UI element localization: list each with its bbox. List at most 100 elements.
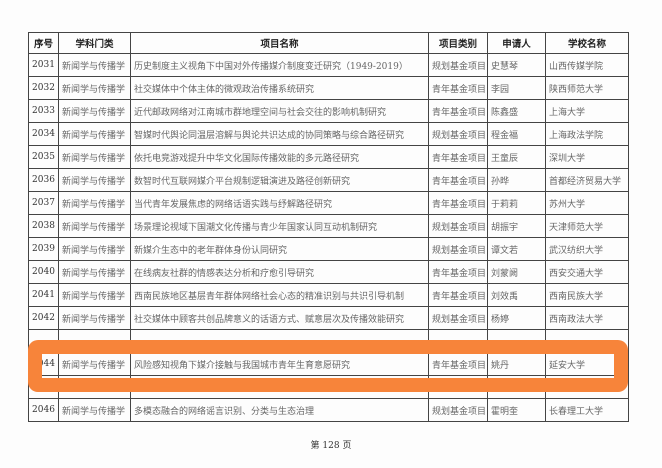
cell-applicant: 于莉莉	[487, 191, 546, 215]
cell-applicant: 程金福	[487, 122, 546, 146]
cell-project-type: 规划基金项目	[428, 53, 488, 77]
cell-discipline: 新闻学与传播学	[58, 53, 131, 77]
cell-project-name: 当代青年发展焦虑的网络话语实践与纾解路径研究	[130, 191, 429, 215]
cell-discipline: 新闻学与传播学	[58, 283, 131, 307]
header-project-name: 项目名称	[130, 32, 429, 54]
cell-applicant: 胡振宇	[487, 214, 546, 238]
header-project-type: 项目类别	[428, 32, 488, 54]
table-row: 2042 新闻学与传播学 社交媒体中顾客共创品牌意义的话语方式、赋意层次及传播效能研…	[28, 306, 629, 330]
cell-project-name: 近代邮政网络对江南城市群地理空间与社会交往的影响机制研究	[130, 99, 429, 123]
cell-project-type: 青年基金项目	[428, 352, 488, 376]
cell-project-type	[428, 375, 488, 399]
cell-project-name: 场景理论视域下国潮文化传播与青少年国家认同互动机制研究	[130, 214, 429, 238]
cell-serial-number: 2031	[28, 53, 59, 77]
cell-discipline: 新闻学与传播学	[58, 260, 131, 284]
cell-applicant: 刘蒙阙	[487, 260, 546, 284]
cell-project-type: 青年基金项目	[428, 99, 488, 123]
table-row: 2035 新闻学与传播学 依托电竞游戏提升中华文化国际传播效能的多元路径研究 青年基金…	[28, 145, 629, 169]
cell-serial-number: 2036	[28, 168, 59, 192]
cell-school-name: 上海政法学院	[545, 122, 629, 146]
table-row: 2036 新闻学与传播学 数智时代互联网媒介平台规制逻辑演进及路径创新研究 青年基金项…	[28, 168, 629, 192]
cell-school-name: 天津师范大学	[545, 214, 629, 238]
cell-serial-number: 2044	[28, 352, 59, 376]
cell-project-name: 社交媒体中个体主体的微观政治传播系统研究	[130, 76, 429, 100]
table-row: 2041 新闻学与传播学 西南民族地区基层青年群体网络社会心态的精准识别与共识引导机…	[28, 283, 629, 307]
cell-school-name: 陕西师范大学	[545, 76, 629, 100]
cell-discipline	[58, 375, 131, 399]
cell-applicant: 李园	[487, 76, 546, 100]
cell-applicant	[487, 329, 546, 353]
cell-school-name: 山西传媒学院	[545, 53, 629, 77]
cell-project-name: 在线病友社群的情感表达分析和疗愈引导研究	[130, 260, 429, 284]
cell-applicant: 孙晔	[487, 168, 546, 192]
cell-applicant: 霍明奎	[487, 398, 546, 422]
cell-school-name: 西南政法大学	[545, 306, 629, 330]
header-school-name: 学校名称	[545, 32, 629, 54]
cell-serial-number: 2038	[28, 214, 59, 238]
cell-serial-number: 2033	[28, 99, 59, 123]
cell-applicant: 史慧琴	[487, 53, 546, 77]
cell-project-type: 规划基金项目	[428, 122, 488, 146]
cell-project-name: 多模态融合的网络谣言识别、分类与生态治理	[130, 398, 429, 422]
cell-serial-number	[28, 375, 59, 399]
cell-school-name: 西南民族大学	[545, 283, 629, 307]
cell-school-name: 武汉纺织大学	[545, 237, 629, 261]
cell-project-type: 青年基金项目	[428, 145, 488, 169]
cell-applicant: 谭文若	[487, 237, 546, 261]
cell-serial-number: 2032	[28, 76, 59, 100]
cell-discipline: 新闻学与传播学	[58, 168, 131, 192]
cell-discipline: 新闻学与传播学	[58, 76, 131, 100]
cell-project-name: 历史制度主义视角下中国对外传播媒介制度变迁研究（1949-2019）	[130, 53, 429, 77]
cell-project-type	[428, 329, 488, 353]
table-row: 2046 新闻学与传播学 多模态融合的网络谣言识别、分类与生态治理 规划基金项目 霍明奎…	[28, 398, 629, 422]
table-row: 2034 新闻学与传播学 智媒时代舆论同温层溶解与舆论共识达成的协同策略与综合路径研…	[28, 122, 629, 146]
cell-applicant: 王童辰	[487, 145, 546, 169]
cell-serial-number	[28, 329, 59, 353]
cell-discipline: 新闻学与传播学	[58, 122, 131, 146]
cell-serial-number: 2041	[28, 283, 59, 307]
cell-project-type: 规划基金项目	[428, 398, 488, 422]
cell-project-name: 智媒时代舆论同温层溶解与舆论共识达成的协同策略与综合路径研究	[130, 122, 429, 146]
cell-project-type: 青年基金项目	[428, 191, 488, 215]
header-discipline: 学科门类	[58, 32, 131, 54]
cell-serial-number: 2046	[28, 398, 59, 422]
cell-school-name: 深圳大学	[545, 145, 629, 169]
cell-project-type: 青年基金项目	[428, 76, 488, 100]
cell-applicant: 刘效禹	[487, 283, 546, 307]
cell-applicant: 姚丹	[487, 352, 546, 376]
cell-project-type: 规划基金项目	[428, 237, 488, 261]
table-row: 2044 新闻学与传播学 风险感知视角下媒介接触与我国城市青年生育意愿研究 青年基金项…	[28, 352, 629, 376]
cell-discipline: 新闻学与传播学	[58, 237, 131, 261]
cell-discipline: 新闻学与传播学	[58, 306, 131, 330]
cell-discipline	[58, 329, 131, 353]
cell-school-name: 苏州大学	[545, 191, 629, 215]
cell-school-name: 上海大学	[545, 99, 629, 123]
cell-discipline: 新闻学与传播学	[58, 214, 131, 238]
cell-school-name	[545, 375, 629, 399]
cell-project-name: 数智时代互联网媒介平台规制逻辑演进及路径创新研究	[130, 168, 429, 192]
table-row: 2039 新闻学与传播学 新媒介生态中的老年群体身份认同研究 规划基金项目 谭文若 武汉纺…	[28, 237, 629, 261]
table-row: 2037 新闻学与传播学 当代青年发展焦虑的网络话语实践与纾解路径研究 青年基金项目于…	[28, 191, 629, 215]
cell-project-name: 西南民族地区基层青年群体网络社会心态的精准识别与共识引导机制	[130, 283, 429, 307]
cell-project-name	[130, 375, 429, 399]
page-number: 第 128 页	[310, 441, 352, 451]
cell-project-name: 社交媒体中顾客共创品牌意义的话语方式、赋意层次及传播效能研究	[130, 306, 429, 330]
cell-project-type: 规划基金项目	[428, 306, 488, 330]
table-row: 2033 新闻学与传播学 近代邮政网络对江南城市群地理空间与社会交往的影响机制研究青…	[28, 99, 629, 123]
cell-project-type: 青年基金项目	[428, 260, 488, 284]
table-row: 2032 新闻学与传播学 社交媒体中个体主体的微观政治传播系统研究 青年基金项目 李园陕…	[28, 76, 629, 100]
cell-project-name	[130, 329, 429, 353]
cell-discipline: 新闻学与传播学	[58, 398, 131, 422]
cell-serial-number: 2034	[28, 122, 59, 146]
cell-applicant: 杨婷	[487, 306, 546, 330]
cell-school-name: 延安大学	[545, 352, 629, 376]
cell-serial-number: 2039	[28, 237, 59, 261]
cell-project-type: 青年基金项目	[428, 283, 488, 307]
cell-serial-number: 2035	[28, 145, 59, 169]
cell-serial-number: 2040	[28, 260, 59, 284]
table-row: 2038 新闻学与传播学 场景理论视域下国潮文化传播与青少年国家认同互动机制研究 规划…	[28, 214, 629, 238]
cell-applicant	[487, 375, 546, 399]
table-row	[28, 329, 629, 353]
header-serial-number: 序号	[28, 32, 59, 54]
